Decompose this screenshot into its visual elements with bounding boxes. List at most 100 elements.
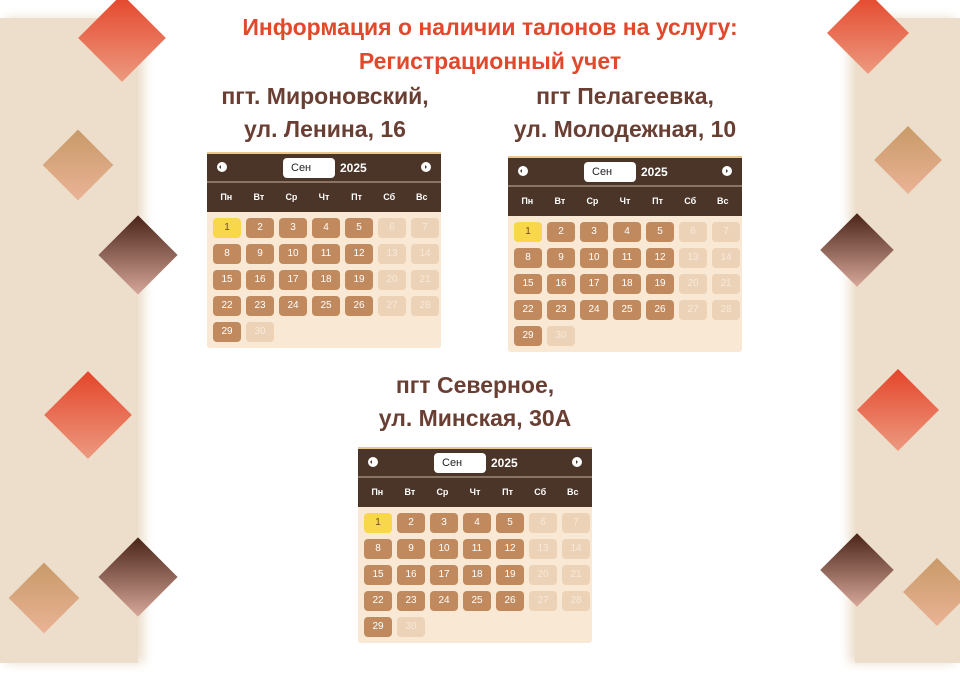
day-cell-24[interactable]: 24 bbox=[279, 296, 307, 316]
day-cell-21: 21 bbox=[562, 565, 590, 585]
weekday-label: Вс bbox=[567, 487, 579, 497]
day-cell-13: 13 bbox=[679, 248, 707, 268]
day-cell-12[interactable]: 12 bbox=[496, 539, 524, 559]
day-cell-26[interactable]: 26 bbox=[496, 591, 524, 611]
day-cell-10[interactable]: 10 bbox=[279, 244, 307, 264]
day-cell-9[interactable]: 9 bbox=[246, 244, 274, 264]
calendar-2: Сен 2025 Пн Вт Ср Чт Пт Сб Вс 1 2 3 4 5 6 7 8 9 10 11 12 13… bbox=[508, 156, 742, 352]
day-cell-23[interactable]: 23 bbox=[246, 296, 274, 316]
day-cell-16[interactable]: 16 bbox=[397, 565, 425, 585]
day-cell-24[interactable]: 24 bbox=[580, 300, 608, 320]
day-cell-30: 30 bbox=[246, 322, 274, 342]
day-cell-28: 28 bbox=[712, 300, 740, 320]
day-cell-7: 7 bbox=[411, 218, 439, 238]
day-cell-29[interactable]: 29 bbox=[213, 322, 241, 342]
day-cell-10[interactable]: 10 bbox=[580, 248, 608, 268]
next-month-icon[interactable] bbox=[722, 166, 732, 176]
day-cell-5[interactable]: 5 bbox=[496, 513, 524, 533]
weekday-label: Пн bbox=[220, 192, 233, 202]
day-cell-8[interactable]: 8 bbox=[364, 539, 392, 559]
day-cell-4[interactable]: 4 bbox=[613, 222, 641, 242]
day-cell-5[interactable]: 5 bbox=[345, 218, 373, 238]
day-cell-17[interactable]: 17 bbox=[430, 565, 458, 585]
day-cell-1[interactable]: 1 bbox=[514, 222, 542, 242]
prev-month-icon[interactable] bbox=[518, 166, 528, 176]
day-cell-4[interactable]: 4 bbox=[463, 513, 491, 533]
year-label[interactable]: 2025 bbox=[641, 165, 668, 179]
day-cell-29[interactable]: 29 bbox=[514, 326, 542, 346]
day-cell-19[interactable]: 19 bbox=[345, 270, 373, 290]
day-cell-6: 6 bbox=[378, 218, 406, 238]
day-cell-16[interactable]: 16 bbox=[547, 274, 575, 294]
day-cell-24[interactable]: 24 bbox=[430, 591, 458, 611]
day-cell-11[interactable]: 11 bbox=[463, 539, 491, 559]
weekday-label: Сб bbox=[534, 487, 547, 497]
day-cell-27: 27 bbox=[679, 300, 707, 320]
day-cell-3[interactable]: 3 bbox=[279, 218, 307, 238]
day-cell-17[interactable]: 17 bbox=[279, 270, 307, 290]
next-month-icon[interactable] bbox=[421, 162, 431, 172]
day-cell-2[interactable]: 2 bbox=[397, 513, 425, 533]
day-cell-5[interactable]: 5 bbox=[646, 222, 674, 242]
day-cell-10[interactable]: 10 bbox=[430, 539, 458, 559]
day-cell-19[interactable]: 19 bbox=[496, 565, 524, 585]
day-cell-3[interactable]: 3 bbox=[580, 222, 608, 242]
day-cell-7: 7 bbox=[712, 222, 740, 242]
day-cell-30: 30 bbox=[397, 617, 425, 637]
day-cell-11[interactable]: 11 bbox=[312, 244, 340, 264]
day-cell-23[interactable]: 23 bbox=[397, 591, 425, 611]
day-cell-26[interactable]: 26 bbox=[646, 300, 674, 320]
day-cell-13: 13 bbox=[529, 539, 557, 559]
day-cell-25[interactable]: 25 bbox=[613, 300, 641, 320]
day-cell-23[interactable]: 23 bbox=[547, 300, 575, 320]
day-cell-16[interactable]: 16 bbox=[246, 270, 274, 290]
day-cell-21: 21 bbox=[411, 270, 439, 290]
month-select[interactable]: Сен bbox=[283, 158, 335, 178]
day-cell-11[interactable]: 11 bbox=[613, 248, 641, 268]
year-label[interactable]: 2025 bbox=[491, 456, 518, 470]
day-cell-22[interactable]: 22 bbox=[514, 300, 542, 320]
day-cell-4[interactable]: 4 bbox=[312, 218, 340, 238]
year-label[interactable]: 2025 bbox=[340, 161, 367, 175]
day-cell-2[interactable]: 2 bbox=[246, 218, 274, 238]
prev-month-icon[interactable] bbox=[368, 457, 378, 467]
prev-month-icon[interactable] bbox=[217, 162, 227, 172]
day-cell-9[interactable]: 9 bbox=[397, 539, 425, 559]
day-cell-22[interactable]: 22 bbox=[364, 591, 392, 611]
weekday-label: Вт bbox=[554, 196, 566, 206]
day-cell-1[interactable]: 1 bbox=[364, 513, 392, 533]
day-cell-15[interactable]: 15 bbox=[514, 274, 542, 294]
day-cell-9[interactable]: 9 bbox=[547, 248, 575, 268]
left-decor-band bbox=[0, 18, 138, 663]
month-select[interactable]: Сен bbox=[434, 453, 486, 473]
day-cell-26[interactable]: 26 bbox=[345, 296, 373, 316]
day-cell-1[interactable]: 1 bbox=[213, 218, 241, 238]
address-line: ул. Ленина, 16 bbox=[244, 116, 406, 142]
day-cell-18[interactable]: 18 bbox=[613, 274, 641, 294]
calendar-1: Сен 2025 Пн Вт Ср Чт Пт Сб Вс 1 2 3 4 5 6 7 8 9 10 11 12 13… bbox=[207, 152, 441, 348]
day-cell-25[interactable]: 25 bbox=[463, 591, 491, 611]
day-cell-17[interactable]: 17 bbox=[580, 274, 608, 294]
day-cell-15[interactable]: 15 bbox=[364, 565, 392, 585]
day-cell-12[interactable]: 12 bbox=[345, 244, 373, 264]
calendar-header: Сен 2025 bbox=[508, 156, 742, 187]
day-cell-25[interactable]: 25 bbox=[312, 296, 340, 316]
day-cell-8[interactable]: 8 bbox=[514, 248, 542, 268]
day-cell-19[interactable]: 19 bbox=[646, 274, 674, 294]
day-cell-22[interactable]: 22 bbox=[213, 296, 241, 316]
weekday-label: Чт bbox=[318, 192, 330, 202]
day-cell-12[interactable]: 12 bbox=[646, 248, 674, 268]
month-select[interactable]: Сен bbox=[584, 162, 636, 182]
day-cell-29[interactable]: 29 bbox=[364, 617, 392, 637]
day-cell-18[interactable]: 18 bbox=[463, 565, 491, 585]
day-cell-2[interactable]: 2 bbox=[547, 222, 575, 242]
weekday-label: Вт bbox=[404, 487, 416, 497]
day-cell-8[interactable]: 8 bbox=[213, 244, 241, 264]
day-cell-18[interactable]: 18 bbox=[312, 270, 340, 290]
calendar-header: Сен 2025 bbox=[207, 152, 441, 183]
calendar-header: Сен 2025 bbox=[358, 447, 592, 478]
day-cell-3[interactable]: 3 bbox=[430, 513, 458, 533]
next-month-icon[interactable] bbox=[572, 457, 582, 467]
location-heading-2: пгт Пелагеевка, ул. Молодежная, 10 bbox=[475, 80, 775, 146]
day-cell-15[interactable]: 15 bbox=[213, 270, 241, 290]
